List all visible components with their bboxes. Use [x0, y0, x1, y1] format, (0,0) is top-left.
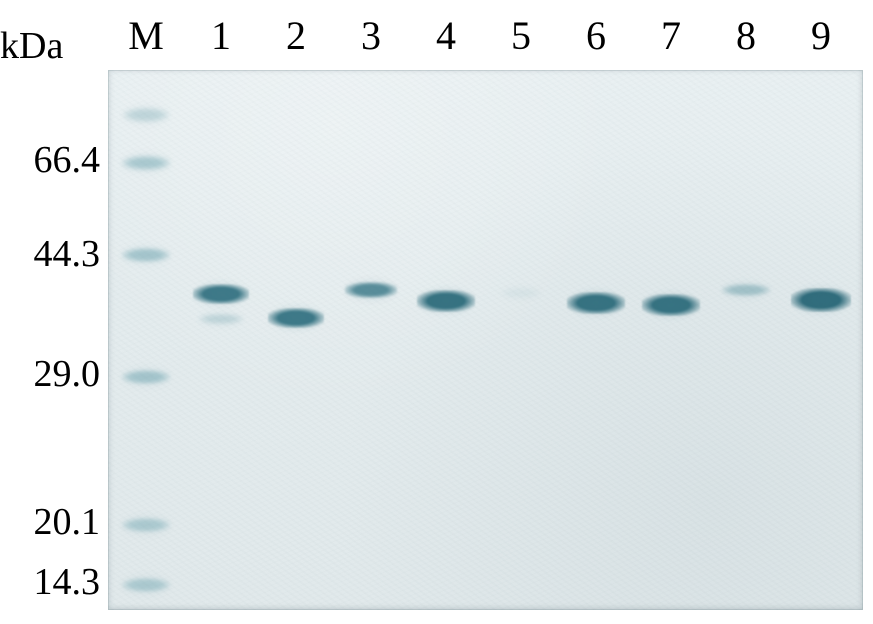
band — [345, 282, 397, 298]
lane — [339, 70, 403, 610]
band — [642, 294, 700, 316]
band — [122, 518, 170, 532]
lane-header: 8 — [714, 12, 778, 59]
band — [122, 248, 170, 262]
lane-header: M — [114, 12, 178, 59]
band — [122, 578, 170, 592]
y-axis-title: kDa — [0, 24, 92, 68]
lane — [789, 70, 853, 610]
band — [123, 108, 169, 122]
lane-header: 5 — [489, 12, 553, 59]
y-axis-label: 66.4 — [0, 138, 100, 182]
band — [268, 308, 324, 328]
y-axis-label: 44.3 — [0, 232, 100, 276]
lane-header: 3 — [339, 12, 403, 59]
band — [122, 370, 170, 384]
lane — [714, 70, 778, 610]
band — [122, 156, 170, 170]
lane-header: 7 — [639, 12, 703, 59]
gel-image — [108, 70, 863, 610]
lane — [564, 70, 628, 610]
lane — [114, 70, 178, 610]
band — [199, 314, 243, 324]
band — [193, 284, 249, 304]
lane — [639, 70, 703, 610]
band — [791, 288, 851, 312]
lane-header: 6 — [564, 12, 628, 59]
lane-header: 2 — [264, 12, 328, 59]
lane — [414, 70, 478, 610]
y-axis-label: 20.1 — [0, 500, 100, 544]
band — [722, 284, 770, 296]
band — [567, 292, 625, 314]
y-axis-label: 29.0 — [0, 352, 100, 396]
lane-header: 4 — [414, 12, 478, 59]
lane — [189, 70, 253, 610]
gel-figure: kDa 66.4 44.3 29.0 20.1 14.3 M123456789 — [0, 0, 873, 624]
lane-header: 9 — [789, 12, 853, 59]
band — [417, 290, 475, 312]
y-axis-label: 14.3 — [0, 560, 100, 604]
lane — [489, 70, 553, 610]
lane-header: 1 — [189, 12, 253, 59]
band — [501, 288, 541, 298]
lane — [264, 70, 328, 610]
